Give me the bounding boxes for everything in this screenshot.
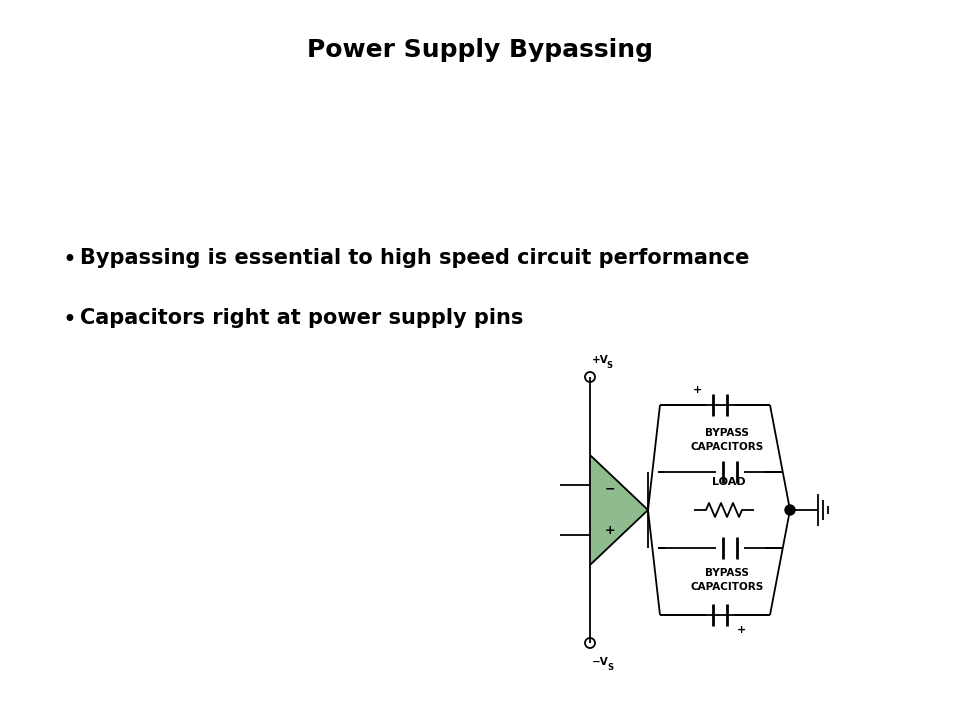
Text: BYPASS
CAPACITORS: BYPASS CAPACITORS xyxy=(690,568,763,592)
Text: •: • xyxy=(62,308,76,332)
Text: Capacitors right at power supply pins: Capacitors right at power supply pins xyxy=(80,308,523,328)
Text: +V: +V xyxy=(592,355,609,365)
Text: −: − xyxy=(605,482,615,495)
Text: Power Supply Bypassing: Power Supply Bypassing xyxy=(307,38,653,62)
Text: BYPASS
CAPACITORS: BYPASS CAPACITORS xyxy=(690,428,763,451)
Text: Bypassing is essential to high speed circuit performance: Bypassing is essential to high speed cir… xyxy=(80,248,750,268)
Text: −V: −V xyxy=(592,657,609,667)
Text: LOAD: LOAD xyxy=(712,477,746,487)
Text: •: • xyxy=(62,248,76,272)
Text: S: S xyxy=(606,361,612,369)
Text: S: S xyxy=(607,662,613,672)
Circle shape xyxy=(785,505,795,515)
Text: +: + xyxy=(737,625,747,635)
Polygon shape xyxy=(590,455,648,565)
Text: +: + xyxy=(605,524,615,537)
Text: +: + xyxy=(693,385,703,395)
